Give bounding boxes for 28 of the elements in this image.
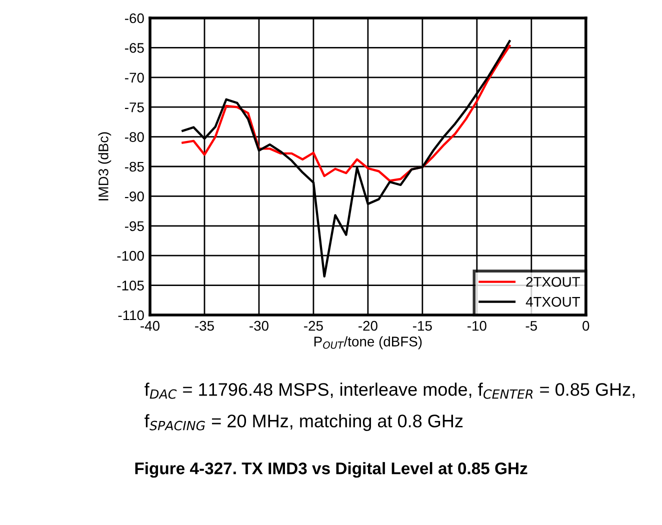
x-tick-label: -25	[304, 320, 323, 331]
x-axis-title: P$_{OUT}$/tone (dBFS)	[314, 336, 422, 350]
y-tick-label: -100	[117, 250, 144, 261]
y-tick-label: -105	[117, 280, 144, 290]
y-tick-label: -70	[125, 72, 144, 83]
text: f$_{DAC}$ = 11796.48 MSPS, interleave mode, f$_{CENTER}$ = 0.85 GHz,	[144, 382, 634, 399]
caption: Figure 4-327. TX IMD3 vs Digital Level at 0.85 GHz	[135, 462, 528, 478]
text: f$_{SPACING}$ = 20 MHz, matching at 0.8 GHz	[144, 414, 463, 431]
y-tick-label: -80	[125, 132, 144, 142]
x-tick-label: -15	[413, 321, 432, 331]
y-tick-label: -75	[125, 102, 144, 112]
legend-label: 4TXOUT	[526, 296, 580, 307]
y-tick-label: -90	[125, 192, 144, 202]
x-tick-label: -30	[250, 320, 268, 331]
line-series	[182, 44, 511, 182]
y-tick-label: -60	[125, 13, 144, 24]
legend-label: 2TXOUT	[526, 276, 580, 287]
x-tick-label: -5	[526, 321, 537, 331]
y-tick-label: -85	[125, 162, 144, 172]
y-axis-title: IMD3 (dBc)	[98, 132, 112, 200]
y-tick-label: -110	[118, 310, 144, 320]
y-tick-label: -65	[125, 43, 144, 53]
x-tick-label: -10	[467, 320, 486, 331]
y-tick-label: -95	[125, 221, 144, 232]
x-tick-label: -40	[140, 320, 160, 331]
x-tick-label: -20	[358, 320, 378, 331]
x-tick-label: 0	[582, 320, 590, 331]
x-tick-label: -35	[195, 320, 214, 331]
